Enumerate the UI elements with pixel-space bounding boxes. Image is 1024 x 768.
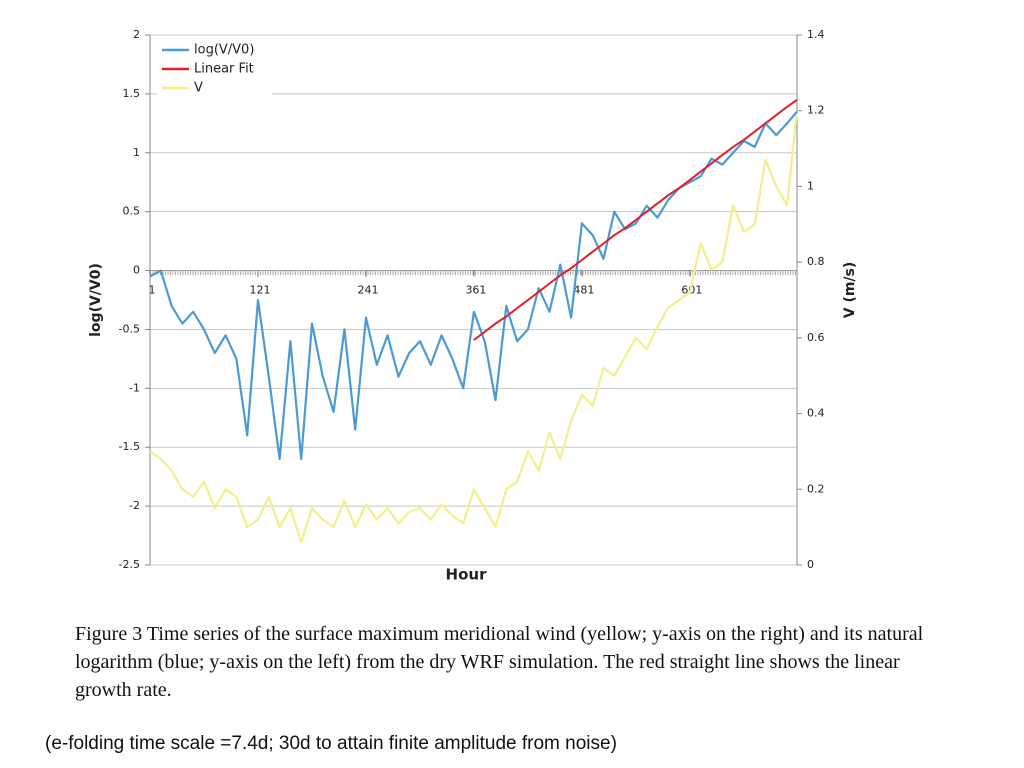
- y2-tick-label: 1.2: [807, 104, 825, 117]
- x-axis-label: Hour: [446, 566, 488, 584]
- legend-label: V: [194, 81, 203, 96]
- y-tick-label: 1.5: [123, 87, 141, 100]
- y-tick-label: -2: [129, 499, 140, 512]
- legend-label: log(V/V0): [194, 43, 254, 58]
- y-tick-label: -1: [129, 381, 140, 394]
- figure-caption: Figure 3 Time series of the surface maxi…: [75, 623, 924, 701]
- y-tick-label: -0.5: [119, 322, 140, 335]
- y-tick-label: -1.5: [119, 440, 140, 453]
- y2-tick-label: 0.8: [807, 255, 825, 268]
- y2-axis-label: V (m/s): [842, 262, 858, 319]
- y-axis-label: log(V/V0): [88, 263, 104, 337]
- x-tick-label: 361: [465, 284, 486, 297]
- y-tick-label: 0.5: [123, 205, 141, 218]
- y2-tick-label: 1: [807, 179, 814, 192]
- x-tick-label: 1: [149, 284, 156, 297]
- x-tick-label: 121: [249, 284, 270, 297]
- y-tick-label: 2: [133, 28, 140, 41]
- note: (e-folding time scale =7.4d; 30d to atta…: [45, 733, 617, 754]
- y2-tick-label: 0.4: [807, 407, 825, 420]
- series-line: [473, 98, 798, 341]
- legend-label: Linear Fit: [194, 62, 254, 77]
- x-tick-label: 481: [573, 284, 594, 297]
- y2-tick-label: 0: [807, 558, 814, 571]
- x-tick-label: 601: [681, 284, 702, 297]
- y2-tick-label: 0.2: [807, 482, 825, 495]
- x-tick-label: 241: [357, 284, 378, 297]
- y2-tick-label: 1.4: [807, 28, 825, 41]
- y-tick-label: -2.5: [119, 558, 140, 571]
- y-tick-label: 0: [133, 264, 140, 277]
- series-line: [149, 110, 798, 461]
- chart: Hour log(V/V0) V (m/s) -2.5 -2 -1.5 -1 -0.5 0…: [88, 28, 858, 584]
- series-line: [149, 110, 799, 544]
- y-tick-label: 1: [133, 146, 140, 159]
- y2-tick-label: 0.6: [807, 331, 825, 344]
